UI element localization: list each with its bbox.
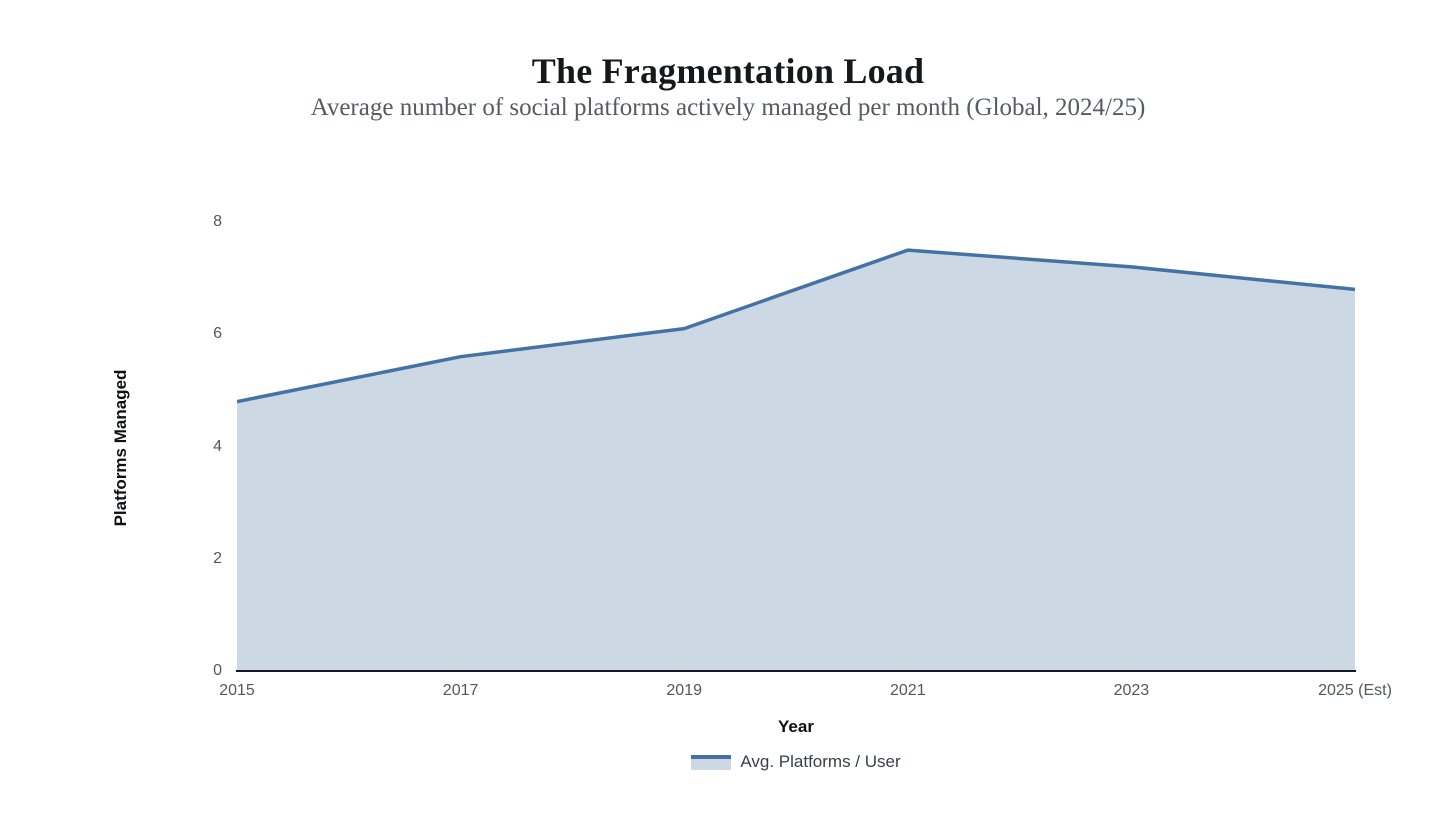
plot-svg [237, 248, 1355, 671]
y-tick-label: 0 [213, 662, 222, 679]
legend-swatch [691, 754, 732, 770]
x-tick-label: 2017 [442, 682, 479, 699]
legend-item[interactable]: Avg. Platforms / User [691, 752, 901, 772]
x-tick-label: 2019 [666, 682, 702, 699]
legend: Avg. Platforms / User [237, 752, 1355, 772]
y-tick-label: 2 [213, 549, 222, 567]
trend-line [237, 248, 1355, 404]
x-axis-title: Year [778, 717, 814, 736]
x-axis-line [236, 670, 1356, 672]
legend-label: Avg. Platforms / User [740, 752, 901, 771]
chart-title: The Fragmentation Load [531, 51, 925, 91]
y-tick-label: 6 [213, 325, 222, 343]
y-tick-label: 4 [213, 437, 222, 455]
x-tick-label: 2023 [1113, 682, 1150, 699]
chart-subtitle: Average number of social platforms activ… [310, 94, 1146, 121]
x-tick-label: 2021 [890, 682, 926, 699]
x-tick-label: 2025 (Est) [1318, 682, 1392, 699]
y-tick-label: 8 [213, 213, 222, 230]
x-tick-label: 2015 [219, 682, 255, 699]
area-fill [237, 250, 1355, 671]
